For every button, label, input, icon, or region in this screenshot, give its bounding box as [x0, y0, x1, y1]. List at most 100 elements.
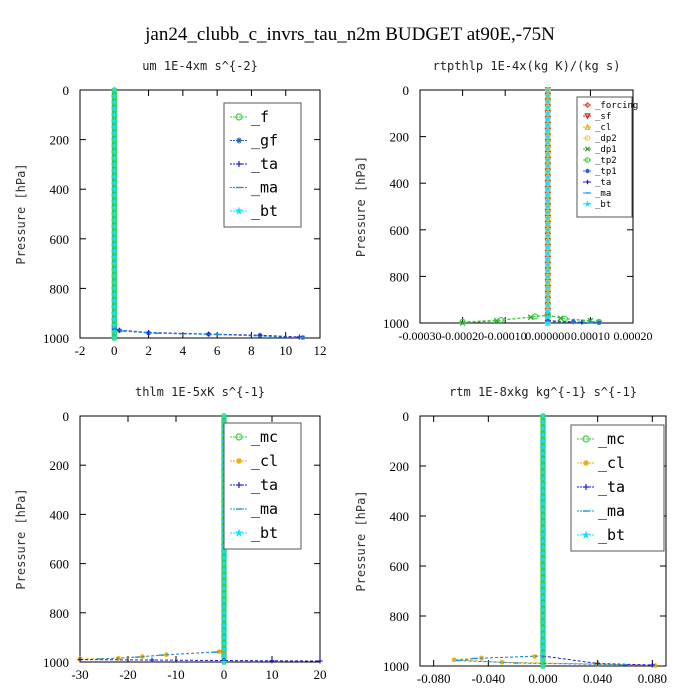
x-tick-label: -0.00020	[441, 329, 484, 343]
y-tick-label: 0	[63, 409, 70, 424]
chart-panel: rtpthlp 1E-4x(kg K)/(kg s) Pressure [hPa]…	[354, 59, 653, 343]
data-point	[544, 231, 552, 239]
legend-label: _ta	[251, 155, 278, 173]
data-point	[544, 92, 552, 99]
legend: _forcing_sf_cl_dp2_dp1_tp2_tp1_ta_ma_bt	[576, 96, 638, 218]
y-tick-label: 400	[50, 507, 70, 522]
legend-label: _ma	[251, 500, 278, 518]
data-point	[544, 121, 552, 128]
data-point	[544, 202, 552, 210]
data-point	[539, 587, 547, 594]
legend-label: _tp1	[595, 167, 617, 177]
data-point	[544, 144, 552, 152]
x-tick-label: 0	[111, 343, 118, 358]
data-point	[110, 266, 118, 273]
legend-marker	[235, 433, 243, 441]
data-point	[110, 235, 118, 242]
series-bt	[539, 412, 547, 669]
data-point	[539, 412, 547, 419]
data-point	[110, 135, 118, 143]
legend-label: _ta	[598, 478, 625, 496]
legend-marker	[236, 161, 242, 167]
legend-marker	[584, 157, 591, 163]
data-point	[539, 599, 547, 607]
legend-label: _dp1	[595, 145, 617, 155]
legend-label: _gf	[251, 132, 278, 150]
data-point	[459, 318, 466, 325]
legend-label: _f	[251, 108, 269, 126]
legend-marker	[581, 530, 591, 539]
data-point	[544, 255, 552, 262]
data-point	[544, 167, 552, 175]
data-point	[652, 663, 658, 668]
data-point	[220, 566, 228, 573]
data-point	[539, 418, 547, 426]
x-tick-label: 0.080	[638, 671, 667, 686]
legend-marker	[583, 484, 589, 490]
series-line	[462, 315, 599, 323]
data-point	[539, 524, 547, 532]
plot-frame	[419, 89, 634, 324]
data-point	[544, 249, 552, 257]
y-axis-label: Pressure [hPa]	[14, 488, 28, 589]
plot-frame	[79, 415, 321, 663]
y-tick-label: 0	[63, 83, 70, 98]
y-axis-label: Pressure [hPa]	[14, 163, 28, 264]
y-tick-label: 400	[50, 182, 70, 197]
legend-marker	[234, 206, 244, 215]
data-point	[544, 127, 552, 134]
legend-marker	[584, 135, 591, 141]
legend-label: _cl	[251, 452, 278, 470]
data-point	[532, 654, 538, 659]
data-point	[110, 204, 118, 211]
data-point	[220, 615, 228, 622]
y-tick-label: 600	[390, 559, 410, 574]
data-point	[220, 584, 228, 592]
data-point	[539, 562, 547, 569]
data-point	[539, 656, 547, 663]
x-tick-label: -30	[71, 667, 88, 682]
series-line	[547, 321, 591, 324]
x-tick-label: -0.00010	[484, 329, 527, 343]
figure-title: jan24_clubb_c_invrs_tau_n2m BUDGET at90E…	[144, 24, 555, 45]
x-tick-label: 20	[314, 667, 327, 682]
data-point	[539, 474, 547, 482]
x-tick-label: -20	[119, 667, 136, 682]
data-point	[539, 531, 547, 538]
legend-marker	[584, 123, 591, 130]
data-point	[110, 129, 118, 137]
x-tick-label: 0.040	[583, 671, 612, 686]
data-point	[544, 132, 552, 140]
data-point	[539, 568, 547, 576]
data-point	[110, 315, 118, 323]
data-point	[539, 443, 547, 451]
data-point	[539, 618, 547, 626]
data-point	[110, 185, 118, 193]
data-point	[544, 208, 552, 216]
y-tick-label: 0	[403, 409, 410, 424]
data-point	[539, 606, 547, 613]
data-point	[110, 173, 118, 180]
data-point	[539, 537, 547, 544]
legend-label: _ma	[595, 189, 611, 199]
data-point	[544, 86, 552, 93]
data-point	[110, 309, 118, 317]
data-point	[539, 556, 547, 563]
legend-marker	[585, 179, 590, 185]
data-point	[539, 624, 547, 632]
legend-label: _tp2	[595, 156, 617, 166]
data-point	[544, 307, 552, 315]
legend-marker	[584, 113, 591, 120]
data-point	[77, 657, 83, 663]
data-point	[110, 179, 118, 186]
y-tick-label: 800	[390, 269, 410, 284]
data-point	[539, 631, 547, 638]
data-point	[110, 297, 118, 304]
data-point	[539, 499, 547, 507]
x-tick-label: 0.00020	[614, 329, 653, 343]
y-tick-label: 800	[50, 281, 70, 296]
data-point	[220, 639, 228, 647]
panel-title: rtpthlp 1E-4x(kg K)/(kg s)	[433, 59, 621, 73]
data-point	[110, 123, 118, 131]
